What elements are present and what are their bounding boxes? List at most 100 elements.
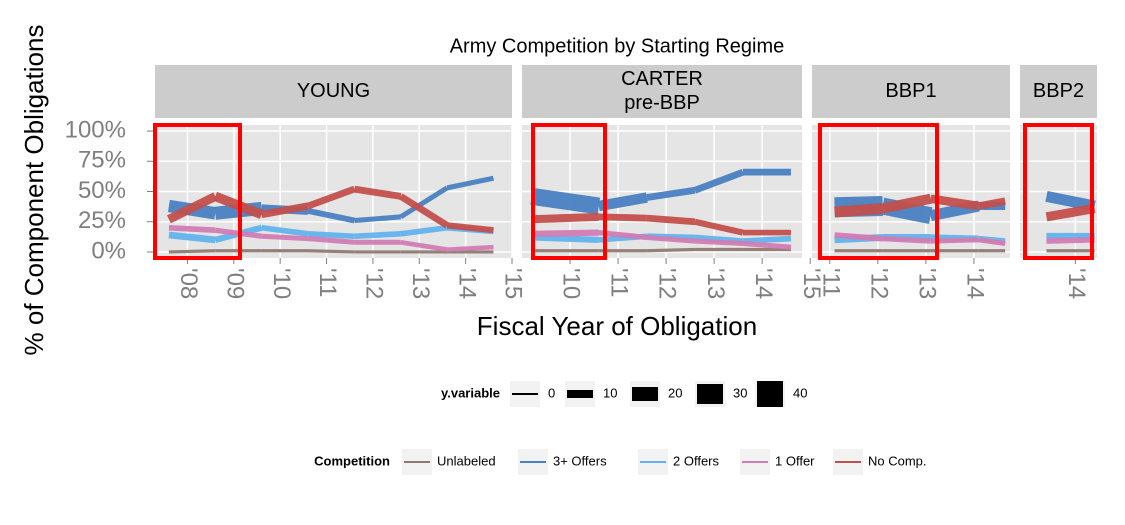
line-segment <box>261 224 309 237</box>
x-tick-label: '14 <box>750 268 777 299</box>
facet-strip <box>812 65 1010 118</box>
line-segment <box>353 185 402 200</box>
size-legend-label: 30 <box>733 385 747 400</box>
line-segment <box>530 187 601 215</box>
y-tick-label: 75% <box>78 147 126 174</box>
size-legend-label: 10 <box>603 385 617 400</box>
x-axis-label: Fiscal Year of Obligation <box>477 311 757 341</box>
line-segment <box>694 218 744 236</box>
y-axis-label: % of Component Obligations <box>19 25 49 356</box>
size-legend-title: y.variable <box>441 385 500 400</box>
line-segment <box>1045 203 1096 222</box>
line-segment <box>694 234 744 244</box>
line-segment <box>168 231 216 244</box>
highlight-box <box>818 123 939 260</box>
highlight-box <box>1023 123 1094 260</box>
line-segment <box>742 235 792 244</box>
facet-label: CARTER <box>621 68 703 90</box>
legend-label: Unlabeled <box>437 453 496 468</box>
x-tick-label: '13 <box>407 268 434 299</box>
x-tick-label: '11 <box>817 268 844 298</box>
line-segment <box>166 192 218 224</box>
line-segment <box>646 247 695 253</box>
line-segment <box>446 175 494 191</box>
line-segment <box>978 197 1006 210</box>
line-segment <box>307 249 355 254</box>
facet-label: BBP1 <box>885 80 936 102</box>
line-segment <box>400 224 448 237</box>
x-tick-label: '09 <box>221 268 248 299</box>
line-segment <box>399 185 449 220</box>
line-segment <box>446 244 494 252</box>
highlight-box <box>153 123 242 260</box>
y-tick-label: 25% <box>78 207 126 234</box>
line-segment <box>307 207 355 224</box>
legend-label: 3+ Offers <box>553 453 607 468</box>
x-tick-label: '13 <box>702 268 729 299</box>
chart-title: Army Competition by Starting Regime <box>450 35 785 57</box>
x-tick-label: '12 <box>865 268 892 299</box>
line-segment <box>261 233 309 242</box>
facet-lines <box>166 175 494 254</box>
facet-label: YOUNG <box>297 80 370 102</box>
line-segment <box>531 234 599 243</box>
line-segment <box>742 240 792 250</box>
line-segment <box>882 236 931 244</box>
x-tick-label: '08 <box>175 268 202 299</box>
legend-title: Competition <box>314 453 390 468</box>
size-legend-label: 20 <box>668 385 682 400</box>
line-segment <box>168 249 216 254</box>
line-segment <box>646 186 696 201</box>
line-segment <box>168 224 216 233</box>
x-tick-label: '10 <box>268 268 295 299</box>
x-tick-label: '14 <box>1063 268 1090 299</box>
y-tick-label: 50% <box>78 177 126 204</box>
x-tick-label: '12 <box>361 268 388 299</box>
legend-label: No Comp. <box>868 453 927 468</box>
line-segment <box>531 229 599 237</box>
line-segment <box>646 234 696 244</box>
line-segment <box>881 193 932 214</box>
x-tick-label: '13 <box>914 268 941 299</box>
size-legend-label: 40 <box>793 385 807 400</box>
facet-label: pre-BBP <box>624 92 700 114</box>
facet-strip <box>155 65 512 118</box>
line-segment <box>1046 237 1095 244</box>
line-segment <box>531 212 599 224</box>
line-segment <box>978 237 1006 246</box>
line-segment <box>398 193 449 229</box>
size-legend-label: 0 <box>548 385 555 400</box>
line-segment <box>306 185 356 210</box>
x-tick-label: '15 <box>500 268 527 299</box>
highlight-box <box>531 123 607 260</box>
line-segment <box>307 236 355 245</box>
line-segment <box>307 231 355 240</box>
line-segment <box>693 168 745 194</box>
x-tick-label: '14 <box>962 268 989 299</box>
line-segment <box>834 232 883 242</box>
facet-lines <box>1045 190 1096 253</box>
line-segment <box>694 238 744 246</box>
x-tick-label: '12 <box>654 268 681 299</box>
line-segment <box>260 202 309 219</box>
facet-label: BBP2 <box>1033 80 1084 102</box>
line-segment <box>446 222 494 234</box>
line-segment <box>354 214 401 224</box>
x-tick-label: '14 <box>453 268 480 299</box>
x-tick-label: '10 <box>558 268 585 299</box>
x-tick-label: '15 <box>798 268 825 299</box>
line-segment <box>400 239 448 252</box>
line-segment <box>1045 190 1096 212</box>
line-segment <box>354 231 401 240</box>
y-tick-label: 0% <box>91 237 126 264</box>
legend-label: 2 Offers <box>673 453 720 468</box>
facet-strip <box>1020 65 1097 118</box>
legend-label: 1 Offer <box>775 453 815 468</box>
facet-strip <box>522 65 802 118</box>
x-tick-label: '11 <box>606 268 633 298</box>
line-segment <box>834 202 884 218</box>
line-segment <box>646 214 696 226</box>
y-tick-label: 100% <box>65 116 126 143</box>
x-tick-label: '11 <box>314 268 341 298</box>
